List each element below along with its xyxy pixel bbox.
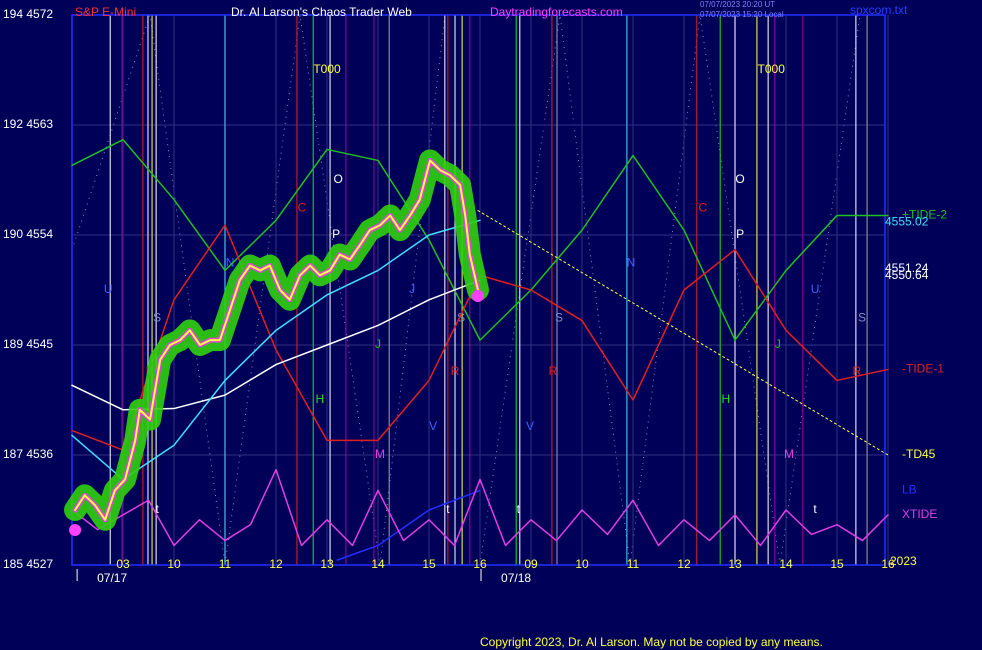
annotation: R	[451, 364, 460, 378]
annotation: S	[153, 310, 161, 324]
symbol: S&P E-Mini	[75, 5, 136, 19]
series-line	[71, 219, 481, 481]
annotation: t	[517, 502, 521, 516]
annotation: H	[316, 392, 325, 406]
y-tick-label: 187 4536	[3, 447, 53, 461]
series-line	[477, 210, 889, 456]
annotation: t	[155, 502, 159, 516]
y-tick-label: 185 4527	[3, 557, 53, 571]
legend-label: -TIDE-1	[902, 362, 944, 376]
legend-label: -TD45	[902, 447, 936, 461]
x-tick-label: 16	[473, 557, 487, 571]
annotation: U	[811, 282, 820, 296]
annotation: t	[446, 502, 450, 516]
price-start-dot	[69, 524, 82, 536]
annotation: U	[104, 282, 113, 296]
x-tick-label: 15	[830, 557, 844, 571]
annotation: T000	[313, 62, 341, 76]
annotation: J	[775, 337, 781, 351]
x-tick-label: 11	[627, 557, 640, 571]
x-tick-label: 14	[371, 557, 385, 571]
annotation: P	[332, 227, 340, 241]
annotation: C	[298, 200, 307, 214]
series-line	[71, 468, 889, 547]
timestamp: 07/07/2023 15:20 Local	[700, 10, 784, 19]
chart-title: Dr. Al Larson's Chaos Trader Web	[231, 5, 412, 19]
annotation: S	[457, 310, 465, 324]
annotation: T000	[758, 62, 786, 76]
annotation: J	[375, 337, 381, 351]
annotation: S	[555, 310, 563, 324]
price-label: 4551.24	[885, 261, 929, 275]
price-label: 4555.02	[885, 215, 929, 229]
series-line	[336, 489, 481, 561]
x-tick-label: 12	[269, 557, 283, 571]
annotation: N	[627, 255, 636, 269]
legend-label: LB	[902, 483, 917, 497]
site: Daytradingforecasts.com	[490, 5, 623, 19]
annotation: P	[736, 227, 744, 241]
annotation: M	[784, 447, 794, 461]
annotation: O	[334, 172, 343, 186]
y-tick-label: 194 4572	[3, 7, 53, 21]
annotation: S	[858, 310, 866, 324]
x-tick-label: 16	[881, 557, 895, 571]
date-label: 07/17	[97, 571, 127, 585]
x-tick-label: 14	[779, 557, 793, 571]
x-tick-label: 13	[728, 557, 742, 571]
plot-frame	[71, 14, 886, 566]
y-tick-label: 192 4563	[3, 117, 53, 131]
legend-label: +TIDE-2	[902, 208, 947, 222]
y-tick-label: 190 4554	[3, 227, 53, 241]
date-label: 07/18	[501, 571, 531, 585]
timestamp: 07/07/2023 20:20 UT	[700, 0, 775, 9]
x-tick-label: 10	[575, 557, 589, 571]
x-tick-label: 09	[524, 557, 538, 571]
annotation: R	[549, 364, 558, 378]
price-end-dot	[471, 290, 484, 302]
x-tick-label: 11	[219, 557, 232, 571]
annotation: J	[409, 282, 415, 296]
annotation: N	[226, 255, 235, 269]
legend-label: XTIDE	[902, 507, 937, 521]
annotation: C	[699, 200, 708, 214]
annotation: H	[721, 392, 730, 406]
annotation: t	[813, 502, 817, 516]
price-line	[74, 159, 479, 521]
annotation: V	[429, 419, 437, 433]
x-tick-label: 10	[167, 557, 181, 571]
x-tick-label: 12	[677, 557, 691, 571]
y-tick-label: 189 4545	[3, 337, 53, 351]
annotation: O	[735, 172, 744, 186]
annotation: R	[853, 364, 862, 378]
x-tick-label: 03	[116, 557, 130, 571]
zigzag	[71, 14, 446, 566]
annotation: M	[375, 447, 385, 461]
file-name: spxcom.txt	[850, 3, 908, 17]
price-label: 4550.64	[885, 268, 929, 282]
x-tick-label: 13	[320, 557, 334, 571]
year: 2023	[890, 554, 917, 568]
annotation: V	[526, 419, 534, 433]
series-line	[71, 138, 889, 341]
copyright: Copyright 2023, Dr. Al Larson. May not b…	[480, 635, 823, 649]
frame	[71, 14, 886, 566]
cycle-zigzags	[71, 14, 861, 566]
x-tick-label: 15	[422, 557, 436, 571]
